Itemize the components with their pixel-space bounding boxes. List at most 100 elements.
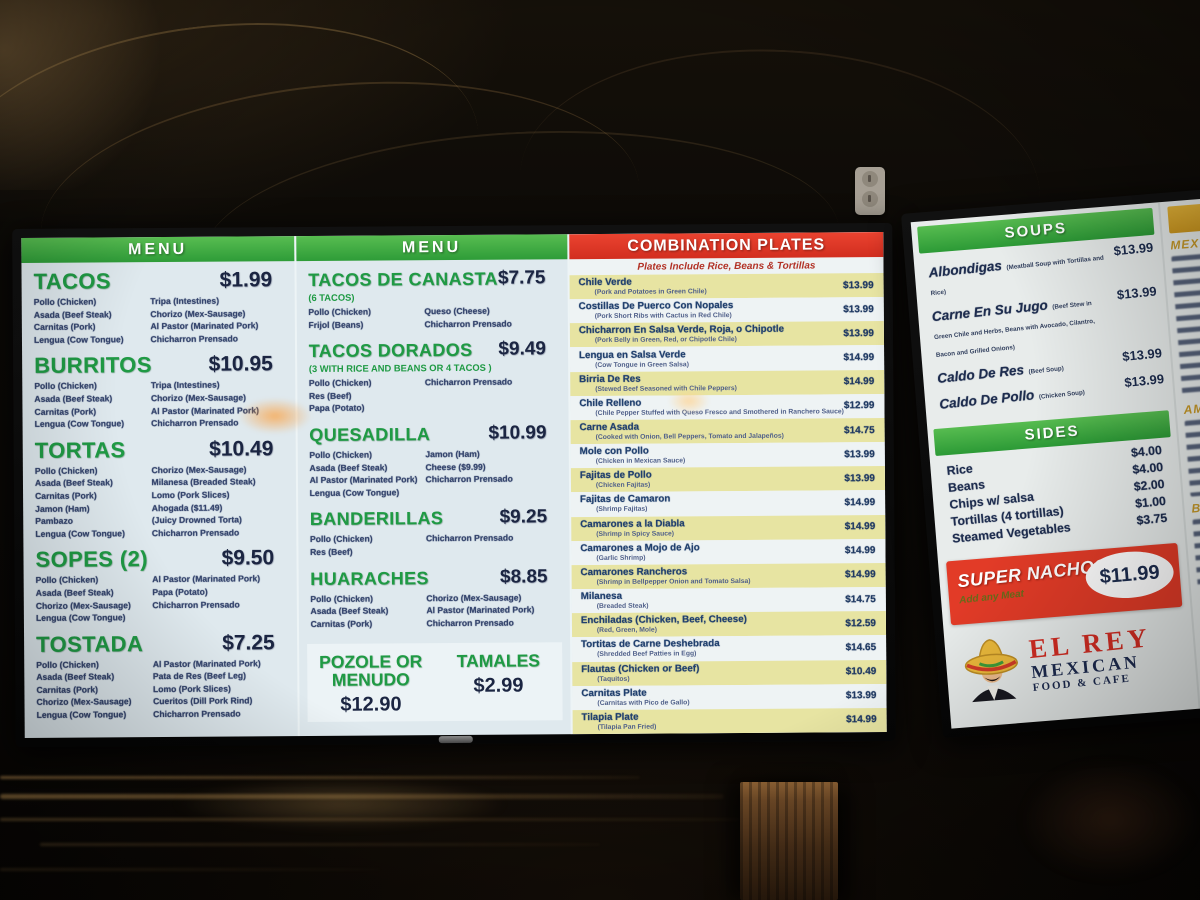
combo-row: Chile Relleno (Chile Pepper Stuffed with…: [570, 393, 885, 421]
menu-item: Chicharron Prensado: [425, 532, 514, 544]
menu1-header: MENU: [21, 236, 295, 264]
pozole-title: POZOLE OR MENUDO: [319, 651, 423, 691]
section-title: TACOS DORADOS: [308, 340, 473, 362]
combo-price: $13.99: [842, 279, 874, 291]
section-items-right: Al Pastor (Marinated Pork) Papa (Potato) C…: [152, 572, 286, 623]
combo-row: Chicharron En Salsa Verde, Roja, o Chipo…: [569, 321, 885, 348]
combo-row: Chile Verde (Pork and Potatoes in Green …: [569, 272, 884, 300]
right-menu-tv: SOUPS Albondigas (Meatball Soup with Tor…: [901, 187, 1200, 739]
combo-description: (Stewed Beef Seasoned with Chile Peppers…: [595, 384, 737, 393]
side-price: $4.00: [1131, 459, 1164, 477]
combo-row-text: Carnitas Plate (Carnitas with Pico de Ga…: [581, 687, 689, 708]
section-items: Pollo (Chicken) Asada (Beef Steak) Carnita…: [310, 591, 560, 631]
combo-price: $12.99: [843, 400, 875, 412]
menu2-header: MENU: [295, 234, 568, 262]
combo-price: $14.99: [844, 521, 876, 533]
combo-row-text: Fajitas de Camaron (Shrimp Fajitas): [580, 494, 671, 515]
section-items-left: Pollo (Chicken) Res (Beef) Papa (Potato): [309, 376, 425, 415]
menu-item: Chorizo (Mex-Sausage): [150, 392, 247, 404]
combo-price: $13.99: [843, 303, 874, 316]
combo-row-text: Chicharron En Salsa Verde, Roja, o Chipo…: [579, 324, 784, 345]
combo-name: Enchiladas (Chicken, Beef, Cheese): [580, 614, 747, 627]
combo-name: Carnitas Plate: [581, 687, 647, 699]
menu-column-1: MENU TACOS $1.99 Pollo (Chicken) Asada (B…: [21, 236, 297, 738]
combo-row: Camarones Rancheros (Shrimp in Bellpeppe…: [571, 562, 886, 590]
combo-row: Birria De Res (Stewed Beef Seasoned with…: [570, 369, 885, 396]
menu-section: TORTAS $10.49 Pollo (Chicken) Asada (Beef…: [35, 437, 286, 540]
soup-description: (Beef Soup): [1028, 365, 1065, 376]
menu-item: Milanesa (Breaded Steak): [151, 476, 256, 488]
combo-price: $14.99: [845, 569, 876, 581]
floor-light-streak: [0, 776, 640, 779]
combination-plates-column: COMBINATION PLATES Plates Include Rice, …: [569, 231, 887, 735]
combo-row: Tilapia Plate (Tilapia Pan Fried) $14.99: [572, 707, 887, 735]
soup-description: (Chicken Soup): [1038, 389, 1086, 401]
floor-light-streak: [0, 818, 740, 821]
menu-item: Cheese ($9.99): [425, 461, 486, 472]
section-items-right: Tripa (Intestines) Chorizo (Mex-Sausage) A…: [151, 379, 285, 430]
section-header: BURRITOS $10.95: [34, 352, 285, 378]
section-items-left: Pollo (Chicken) Asada (Beef Steak) Al Past…: [309, 448, 425, 499]
wooden-pillar: [740, 782, 838, 900]
logo-text: EL REY MEXICAN FOOD & CAFE: [1028, 622, 1155, 694]
combo-name: Camarones a la Diabla: [580, 518, 685, 530]
menu-item: Asada (Beef Steak): [309, 462, 388, 473]
section-title: HUARACHES: [310, 567, 429, 589]
menu-item: Chicharron Prensado: [424, 376, 513, 388]
section-items-left: Pollo (Chicken) Asada (Beef Steak) Carnita…: [34, 379, 151, 430]
section-title: TACOS DE CANASTA: [308, 268, 498, 291]
combo-price: $13.99: [843, 327, 874, 340]
menu-item: Chicharron Prensado: [151, 527, 240, 538]
combo-name: Carne Asada: [579, 421, 640, 434]
menu-item: (Juicy Drowned Torta): [151, 514, 242, 526]
combo-price: $14.99: [844, 545, 876, 557]
combo-price: $14.65: [845, 641, 877, 654]
section-note: (3 WITH RICE AND BEANS OR 4 TACOS ): [308, 361, 492, 375]
menu-section: QUESADILLA $10.99 Pollo (Chicken) Asada (…: [309, 422, 559, 499]
menu-item: Pollo (Chicken): [35, 574, 99, 586]
side-price: $3.75: [1135, 510, 1168, 528]
wall-outlet: [855, 167, 885, 215]
menu-section: HUARACHES $8.85 Pollo (Chicken) Asada (Be…: [310, 566, 560, 631]
menu-item: Chicharron Prensado: [153, 708, 241, 720]
combo-price: $14.75: [845, 593, 876, 605]
combo-row-text: Carne Asada (Cooked with Onion, Bell Pep…: [579, 421, 783, 442]
menu-item: Lengua (Cow Tongue): [34, 418, 125, 430]
menu-item: Chorizo (Mex-Sausage): [151, 464, 247, 475]
combo-name: Mole con Pollo: [579, 445, 649, 458]
section-header: TACOS $1.99: [33, 268, 284, 294]
combo-price: $14.75: [843, 424, 875, 436]
combo-description: (Taquitos): [597, 675, 630, 683]
combo-price: $14.99: [844, 497, 876, 509]
section-title: TACOS: [33, 268, 112, 294]
soup-name: Carne En Su Jugo: [931, 297, 1049, 325]
sides-list: Rice $4.00 Beans $4.00 Chips w/ salsa $2…: [930, 441, 1185, 553]
combo-row: Carne Asada (Cooked with Onion, Bell Pep…: [570, 417, 885, 445]
soup-name: Albondigas: [927, 257, 1003, 281]
combo-row-text: Milanesa (Breaded Steak): [581, 591, 649, 611]
floor-light-streak: [40, 843, 600, 846]
illegible-menu-lines: [1192, 515, 1200, 592]
section-items: Pollo (Chicken) Frijol (Beans) Queso (Che…: [308, 304, 557, 331]
section-items-right: Queso (Cheese) Chicharron Prensado: [424, 304, 558, 330]
section-title: BANDERILLAS: [309, 508, 444, 530]
combo-description: (Shrimp in Spicy Sauce): [596, 530, 675, 538]
combo-price: $14.99: [846, 714, 877, 726]
combo-row-text: Lengua en Salsa Verde (Cow Tongue in Gre…: [579, 349, 689, 370]
bottom-right-glow: [1020, 760, 1200, 880]
section-price: $9.50: [221, 546, 275, 570]
combo-row-text: Chile Verde (Pork and Potatoes in Green …: [578, 276, 706, 297]
section-items-left: Pollo (Chicken) Frijol (Beans): [308, 305, 424, 331]
section-items: Pollo (Chicken) Res (Beef) Papa (Potato) C…: [309, 375, 559, 415]
menu-item: Tripa (Intestines): [150, 380, 220, 391]
combo-name: Tortitas de Carne Deshebrada: [580, 638, 720, 651]
menu-item: Chicharron Prensado: [426, 617, 514, 628]
menu-item: Lengua (Cow Tongue): [36, 709, 127, 720]
menu-item: Papa (Potato): [309, 402, 365, 414]
menu-item: Tripa (Intestines): [150, 295, 220, 307]
outlet-socket: [862, 171, 878, 187]
menu-item: Res (Beef): [310, 546, 353, 557]
menu-item: Papa (Potato): [152, 586, 208, 598]
cutoff-subheader-text: BR: [1191, 500, 1200, 516]
combo-row: Fajitas de Camaron (Shrimp Fajitas) $14.…: [570, 490, 886, 517]
